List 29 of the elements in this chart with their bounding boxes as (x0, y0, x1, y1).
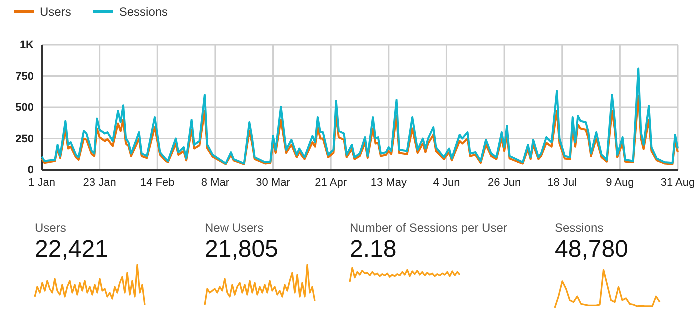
y-tick-label: 250 (16, 133, 34, 146)
x-tick-label: 8 Mar (201, 176, 230, 189)
line-series (41, 95, 679, 166)
legend-label: Users (40, 5, 72, 19)
chart-title: Number of Sessions per User (350, 221, 508, 235)
legend-label: Sessions (119, 5, 168, 19)
text: 48,780 (555, 236, 628, 263)
text: 2.18 (350, 236, 397, 263)
line-series (41, 68, 679, 165)
y-tick-label: 1K (20, 40, 34, 52)
y-tick-label: 750 (16, 70, 34, 83)
y-tick-label: 500 (16, 102, 34, 114)
x-tick-label: 31 Aug (660, 176, 696, 189)
x-tick-label: 21 Apr (315, 176, 348, 189)
x-tick-label: 30 Mar (256, 176, 291, 189)
chart-title: Users (35, 221, 66, 235)
x-tick-label: 4 Jun (433, 176, 460, 189)
y-tick-label: 0 (28, 164, 34, 177)
x-tick-label: 26 Jun (488, 176, 522, 189)
x-tick-label: 13 May (370, 176, 408, 189)
x-tick-label: 9 Aug (606, 176, 634, 189)
x-tick-label: 23 Jan (83, 176, 116, 189)
chart-title: New Users (205, 221, 264, 235)
x-tick-label: 18 Jul (548, 176, 578, 189)
x-tick-label: 14 Feb (140, 176, 175, 189)
text: 21,805 (205, 236, 278, 263)
chart-title: Sessions (555, 221, 604, 235)
text: 22,421 (35, 236, 108, 263)
x-tick-label: 1 Jan (28, 176, 56, 189)
